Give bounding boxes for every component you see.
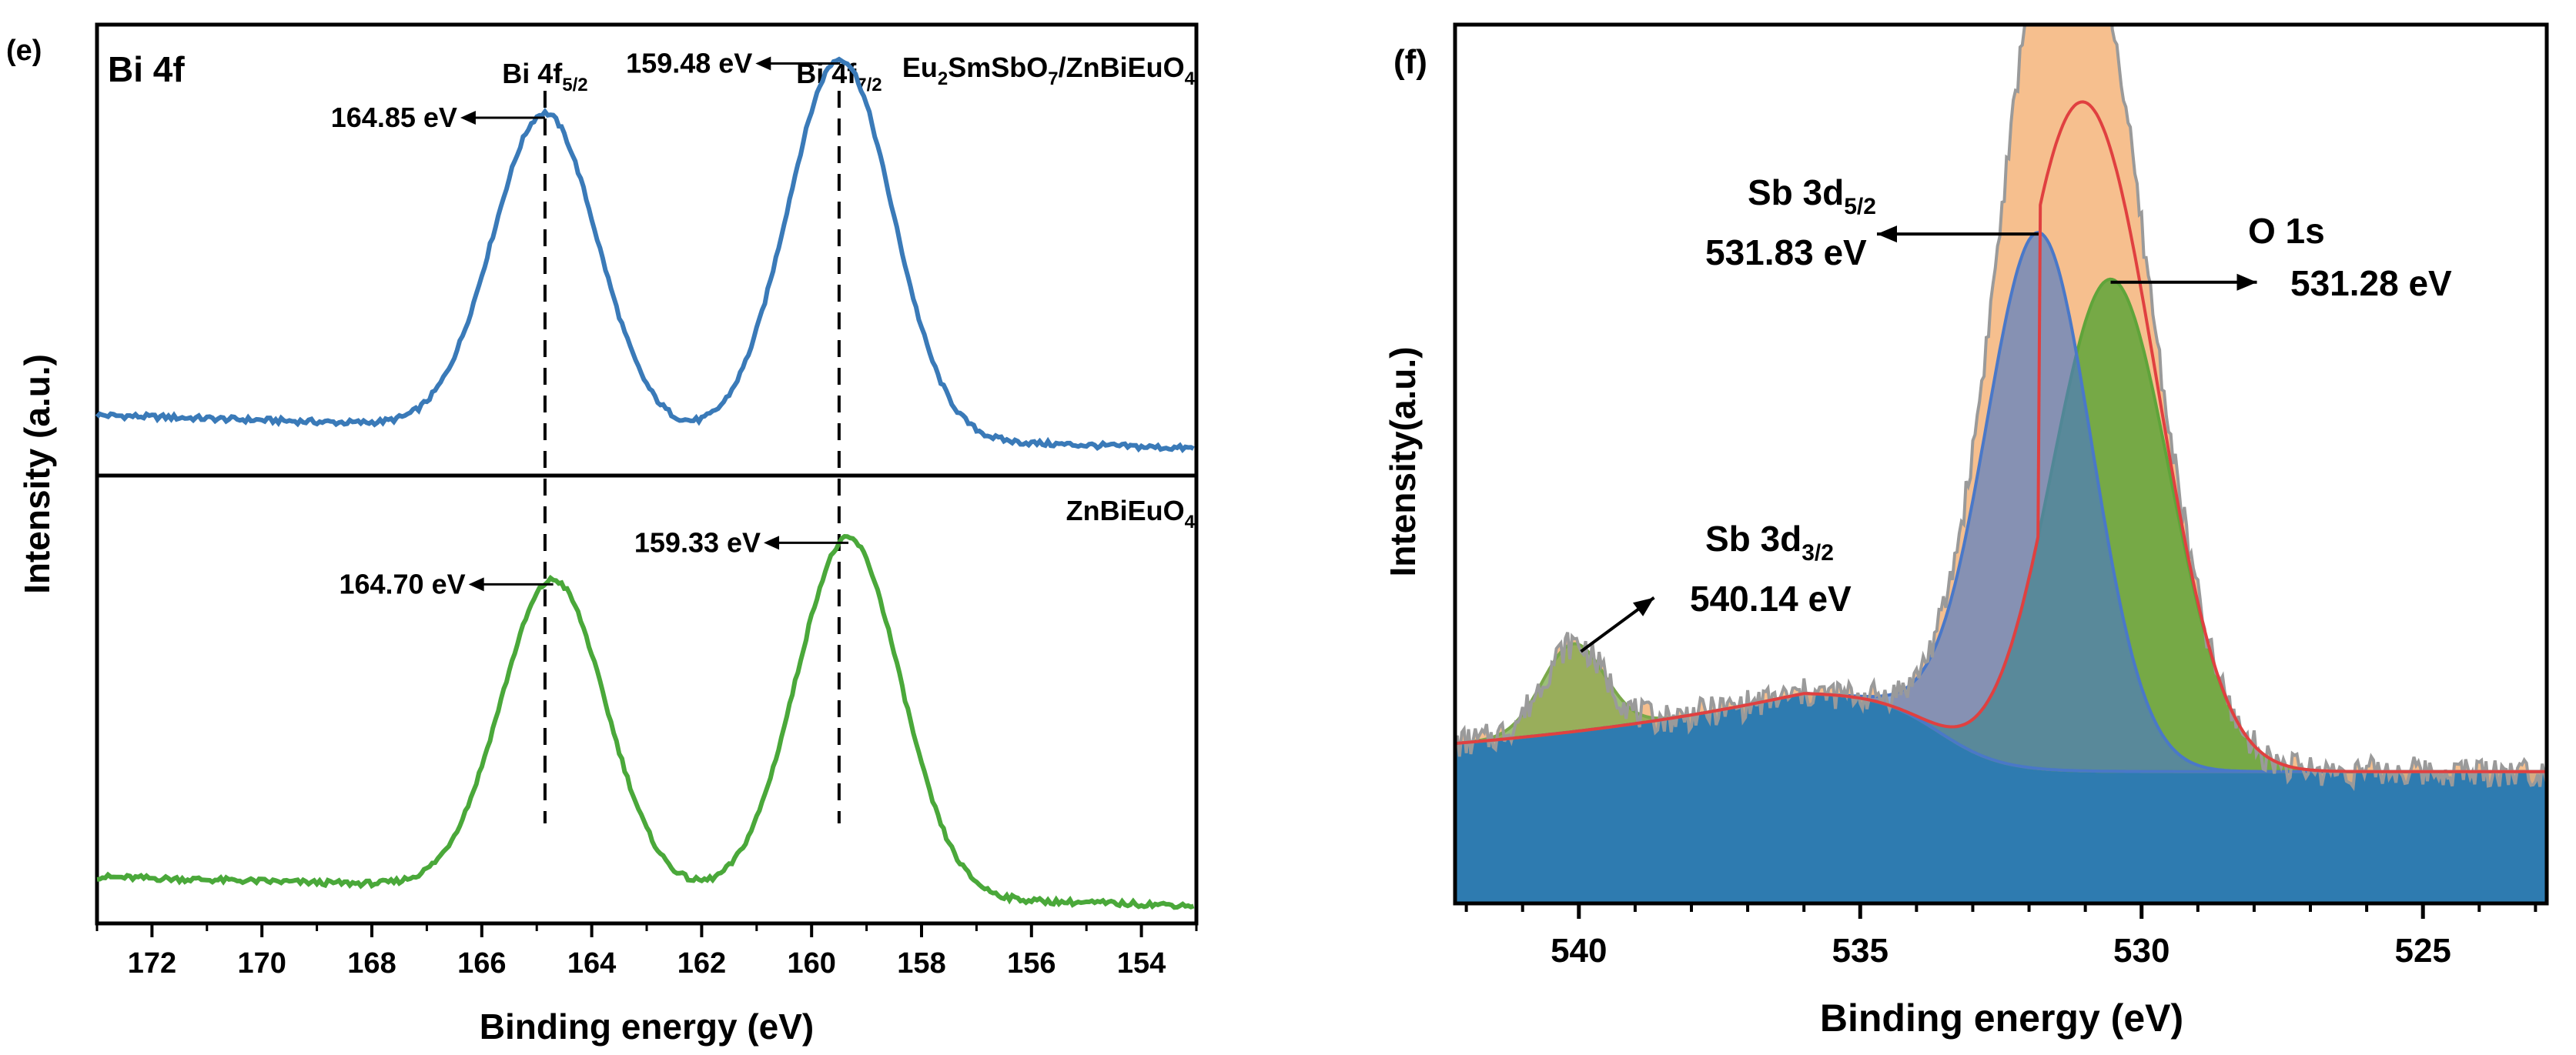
annotation-arrow-head bbox=[755, 56, 771, 71]
x-tick-label: 164 bbox=[567, 947, 616, 980]
legend-bottom-sample: ZnBiEuO4 bbox=[1066, 495, 1196, 533]
x-tick-label: 172 bbox=[128, 947, 176, 980]
x-tick-label: 166 bbox=[457, 947, 506, 980]
legend-top-sample: Eu2SmSbO7/ZnBiEuO4 bbox=[902, 52, 1196, 89]
panel-e-ylabel: Intensity (a.u.) bbox=[17, 354, 57, 594]
reference-label: Bi 4f5/2 bbox=[502, 58, 587, 95]
x-tick-label: 154 bbox=[1117, 947, 1166, 980]
panel-f: (f) Sb 3d5/2 531.83 eV O 1s 531.28 eV Sb 3d3… bbox=[1383, 22, 2549, 1040]
panel-f-ylabel: Intensity(a.u.) bbox=[1383, 346, 1423, 576]
reference-lines: Bi 4f5/2 Bi 4f7/2 bbox=[502, 58, 882, 823]
sb32-value: 540.14 eV bbox=[1690, 579, 1852, 619]
panel-f-xlabel: Binding energy (eV) bbox=[1820, 997, 2183, 1040]
x-tick-label: 530 bbox=[2113, 932, 2170, 970]
annotation-arrow-head bbox=[764, 536, 780, 550]
x-tick-label: 535 bbox=[1832, 932, 1889, 970]
sb52-arrow-head bbox=[1876, 225, 1897, 243]
annotation-arrow-head bbox=[460, 110, 476, 125]
raw-spectrum bbox=[1455, 25, 2547, 792]
fit-envelope bbox=[1455, 100, 2547, 773]
panel-e-tag: (e) bbox=[6, 35, 42, 67]
x-tick-label: 162 bbox=[677, 947, 726, 980]
series-line bbox=[95, 56, 1195, 454]
x-tick-label: 158 bbox=[897, 947, 945, 980]
component-annotations: Sb 3d5/2 531.83 eV O 1s 531.28 eV Sb 3d3/2 54… bbox=[1580, 172, 2452, 653]
x-tick-label: 168 bbox=[347, 947, 396, 980]
peak-label: 159.48 eV bbox=[626, 48, 752, 79]
background-fill bbox=[1455, 693, 2547, 903]
sb32-arrow-head bbox=[1633, 597, 1654, 616]
annotation-arrow-head bbox=[468, 577, 484, 592]
peak-label: 164.85 eV bbox=[331, 102, 457, 133]
x-axis: 172 170 168 166 164 162 160 158 156 154 bbox=[95, 923, 1198, 980]
x-tick-label: 170 bbox=[237, 947, 286, 980]
o1s-value: 531.28 eV bbox=[2290, 263, 2452, 303]
sb52-name: Sb 3d5/2 bbox=[1748, 172, 1876, 219]
peak-label: 164.70 eV bbox=[339, 568, 465, 599]
x-axis: 540 535 530 525 bbox=[1464, 903, 2538, 970]
sb32-name: Sb 3d3/2 bbox=[1705, 519, 1834, 566]
sb52-value: 531.83 eV bbox=[1705, 232, 1867, 272]
peak-annotations: 164.85 eV 159.48 eV 164.70 eV 159.33 eV bbox=[331, 48, 849, 599]
x-tick-label: 156 bbox=[1007, 947, 1055, 980]
panel-f-tag: (f) bbox=[1393, 43, 1427, 81]
o1s-name: O 1s bbox=[2248, 211, 2325, 251]
x-tick-label: 160 bbox=[787, 947, 835, 980]
panel-e: (e) Bi 4f Eu2SmSbO7/ZnBiEuO4 ZnBiEuO4 Bi… bbox=[6, 22, 1199, 1047]
panel-e-xlabel: Binding energy (eV) bbox=[480, 1007, 814, 1047]
o1s-arrow-head bbox=[2236, 273, 2257, 291]
series-line bbox=[96, 533, 1195, 910]
x-tick-label: 525 bbox=[2394, 932, 2451, 970]
series-group bbox=[95, 56, 1195, 910]
peak-label: 159.33 eV bbox=[634, 526, 761, 558]
panel-e-title: Bi 4f bbox=[108, 49, 185, 89]
x-tick-label: 540 bbox=[1551, 932, 1607, 970]
panel-f-frame bbox=[1453, 22, 2549, 906]
